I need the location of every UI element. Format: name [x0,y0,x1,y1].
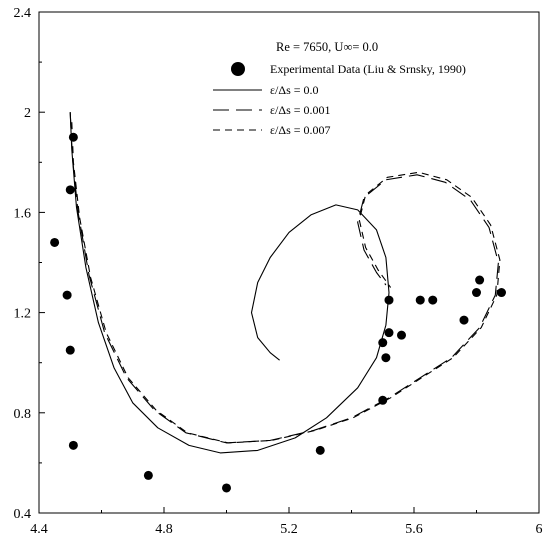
series-line-short [71,122,501,444]
data-point [378,395,388,405]
x-tick-label: 5.2 [280,522,298,537]
data-point [65,345,75,355]
y-tick-label: 1.2 [14,307,32,322]
legend-label: ε/Δs = 0.0 [270,83,319,97]
x-tick-label: 4.4 [30,522,48,537]
data-point [459,315,469,325]
data-point [143,470,153,480]
legend-label: Experimental Data (Liu & Srnsky, 1990) [270,62,466,76]
data-point [397,330,406,340]
data-point [384,328,394,338]
series-line-solid [69,112,390,454]
data-point [315,445,325,455]
legend-label: ε/Δs = 0.007 [270,123,331,137]
series-layer [50,112,506,493]
data-point [381,353,391,363]
data-point [50,237,60,247]
y-tick-label: 0.8 [14,407,32,422]
x-tick-label: 6 [536,522,543,537]
legend: Re = 7650, U∞= 0.0 Experimental Data (Li… [213,40,466,137]
data-point [497,288,506,298]
data-point [65,185,75,195]
chart-title: Re = 7650, U∞= 0.0 [276,40,378,54]
data-point [475,275,485,285]
legend-label: ε/Δs = 0.001 [270,103,331,117]
data-point [378,338,388,348]
legend-marker [231,62,245,76]
plot-area: 4.4 4.8 5.2 5.6 6 0.4 0.8 1.2 1.6 2 2.4 [14,6,543,537]
x-tick-label: 4.8 [155,522,173,537]
data-point [384,295,394,305]
data-point [222,483,231,493]
y-tick-label: 1.6 [14,206,32,221]
data-point [68,440,78,450]
data-point [428,295,438,305]
y-tick-label: 0.4 [14,507,32,522]
data-point [68,132,78,142]
series-line-long [69,112,499,444]
data-point [62,290,72,300]
x-tick-label: 5.6 [405,522,423,537]
data-point [415,295,425,305]
data-point [472,288,481,298]
y-tick-label: 2 [24,106,31,121]
ticks-layer: 4.4 4.8 5.2 5.6 6 0.4 0.8 1.2 1.6 2 2.4 [14,6,543,537]
y-tick-label: 2.4 [14,6,32,21]
legend-items: Experimental Data (Liu & Srnsky, 1990) ε/… [213,62,466,137]
